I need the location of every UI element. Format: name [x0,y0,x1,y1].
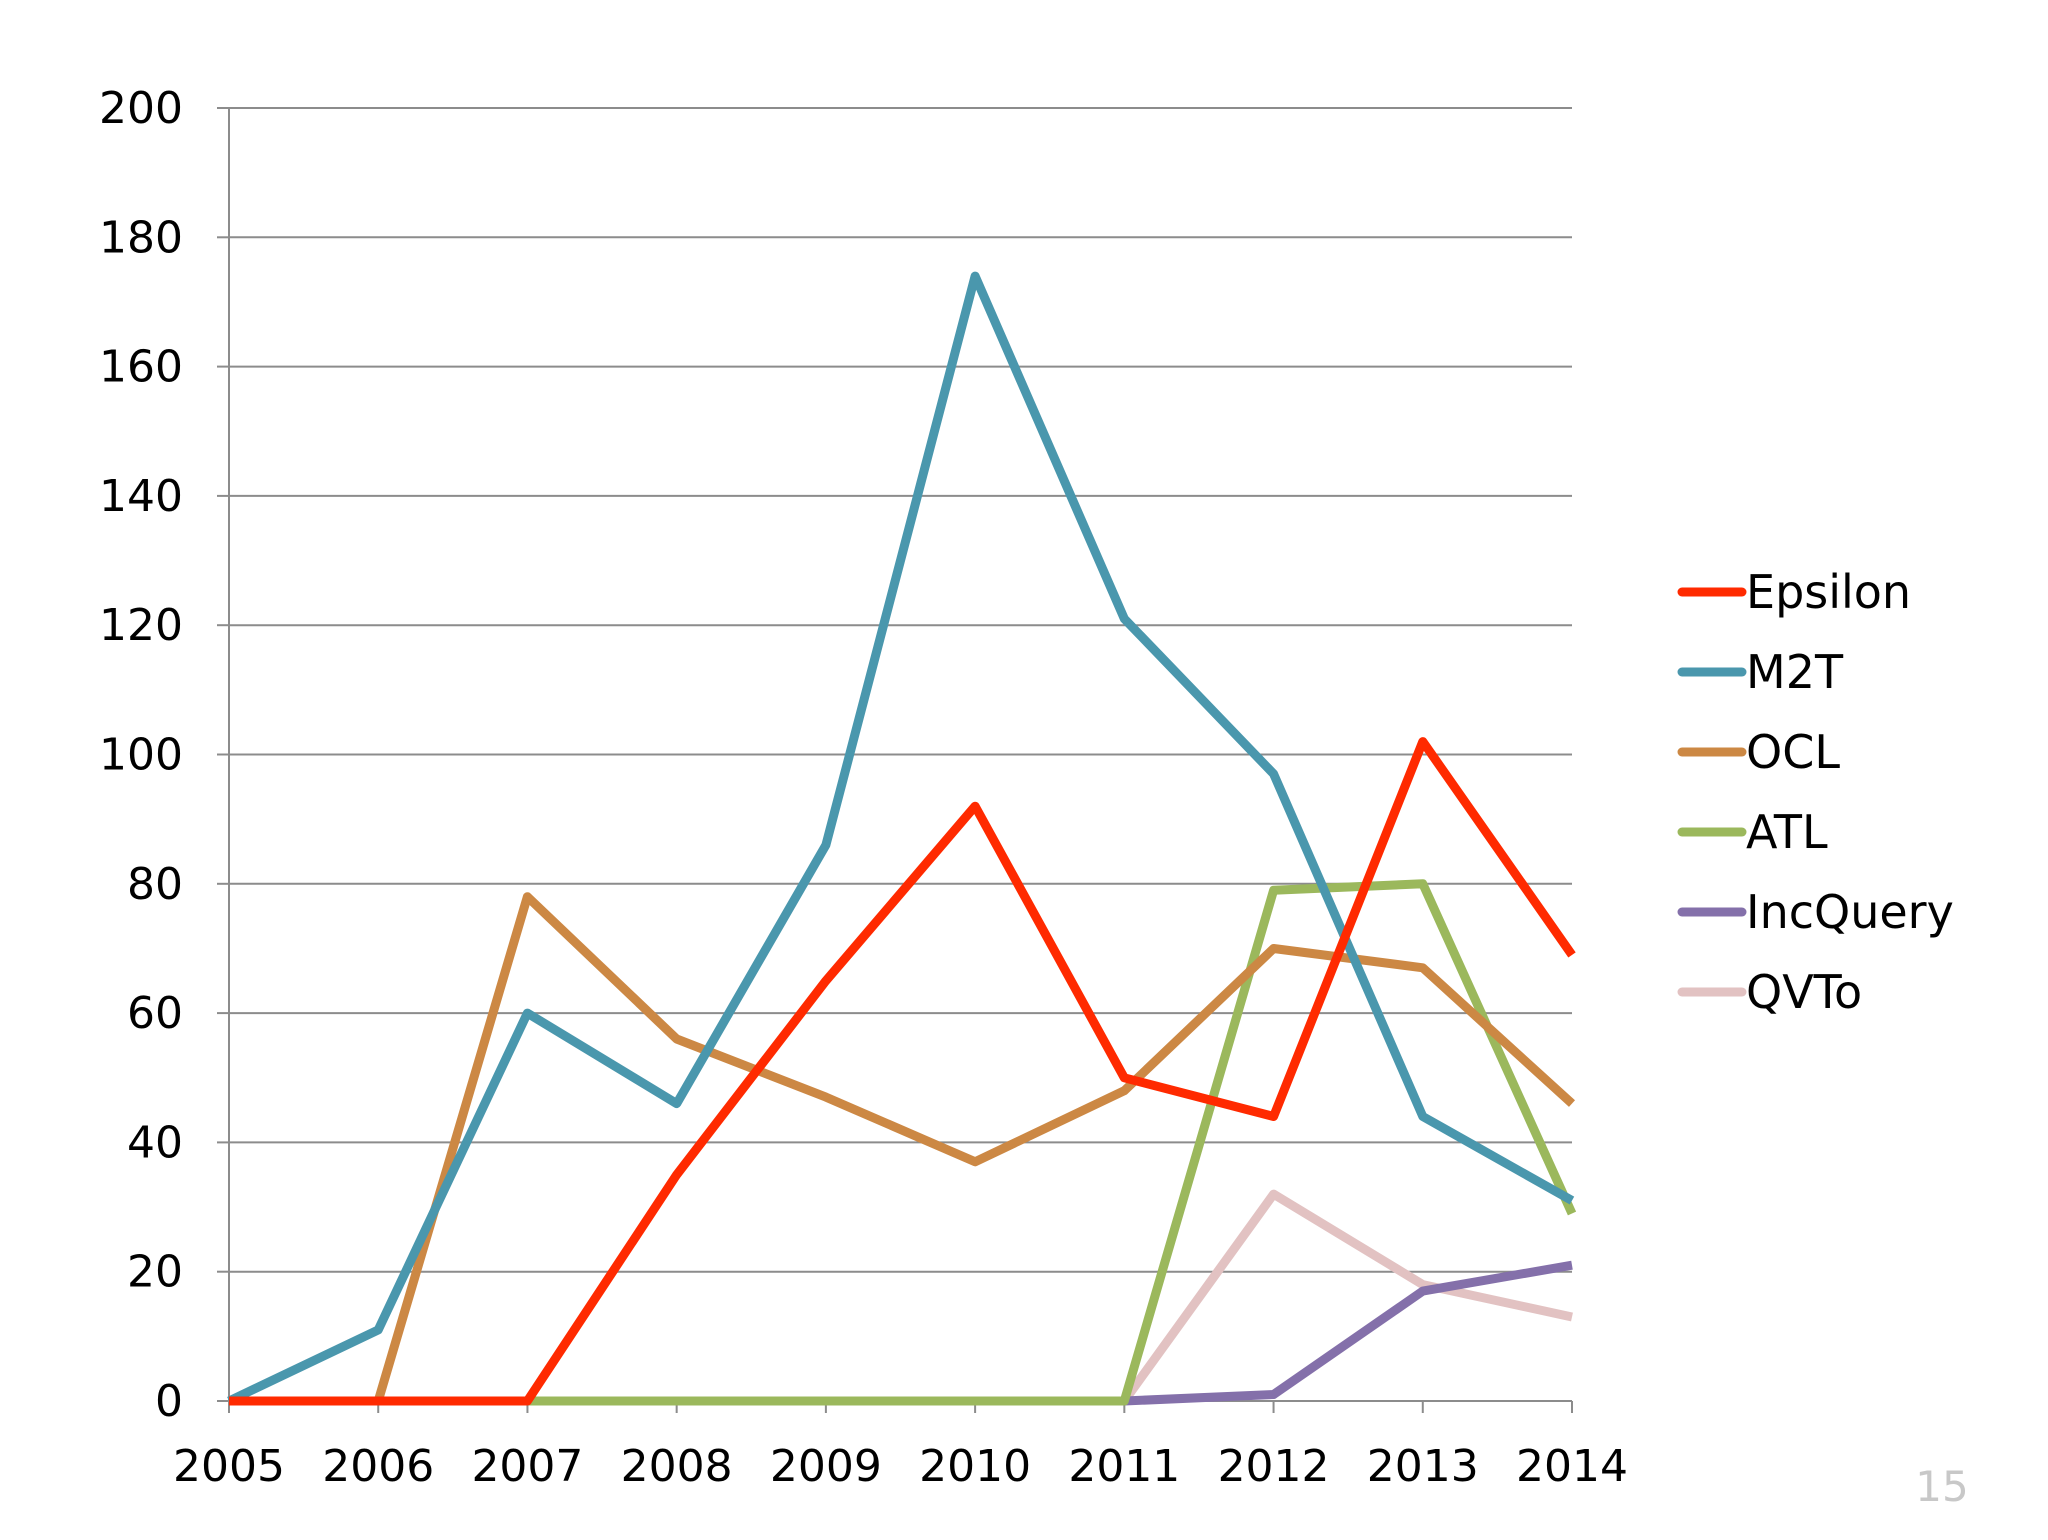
series-line-m2t [227,271,1575,1406]
x-tick-label: 2009 [770,1441,882,1492]
legend-label-epsilon: Epsilon [1746,565,1911,619]
legend-label-ocl: OCL [1746,725,1840,779]
legend-label-qvto: QVTo [1746,965,1862,1019]
legend-label-m2t: M2T [1746,645,1844,699]
x-tick-label: 2006 [322,1441,434,1492]
axes [217,107,1573,1413]
y-tick-label: 0 [155,1376,183,1427]
legend-label-atl: ATL [1746,805,1828,859]
y-tick-label: 60 [127,988,183,1039]
series-lines [227,271,1577,1406]
x-tick-label: 2014 [1516,1441,1628,1492]
y-tick-label: 200 [99,83,183,134]
y-tick-label: 40 [127,1117,183,1168]
y-tick-label: 120 [99,600,183,651]
x-tick-label: 2010 [919,1441,1031,1492]
x-tick-label: 2005 [173,1441,285,1492]
x-tick-label: 2007 [471,1441,583,1492]
x-tick-labels: 2005 2006 2007 2008 2009 2010 2011 2012 2013 2014 [173,1441,1628,1492]
page-number: 15 [1915,1462,1968,1511]
y-tick-labels: 0 20 40 60 80 100 120 140 160 180 200 [99,83,183,1427]
x-tick-label: 2011 [1068,1441,1180,1492]
y-tick-label: 20 [127,1247,183,1298]
y-tick-label: 140 [99,471,183,522]
series-line-epsilon [229,737,1576,1406]
y-tick-label: 180 [99,212,183,263]
y-tick-label: 160 [99,342,183,393]
series-line-incquery [229,1260,1573,1406]
y-tick-label: 80 [127,859,183,910]
legend: Epsilon M2T OCL ATL IncQuery QVTo [1677,565,1954,1019]
x-tick-label: 2008 [621,1441,733,1492]
legend-label-incquery: IncQuery [1746,885,1954,939]
gridlines [229,107,1572,1273]
x-tick-label: 2012 [1218,1441,1330,1492]
x-tick-label: 2013 [1367,1441,1479,1492]
series-line-ocl [229,892,1576,1406]
y-tick-label: 100 [99,730,183,781]
